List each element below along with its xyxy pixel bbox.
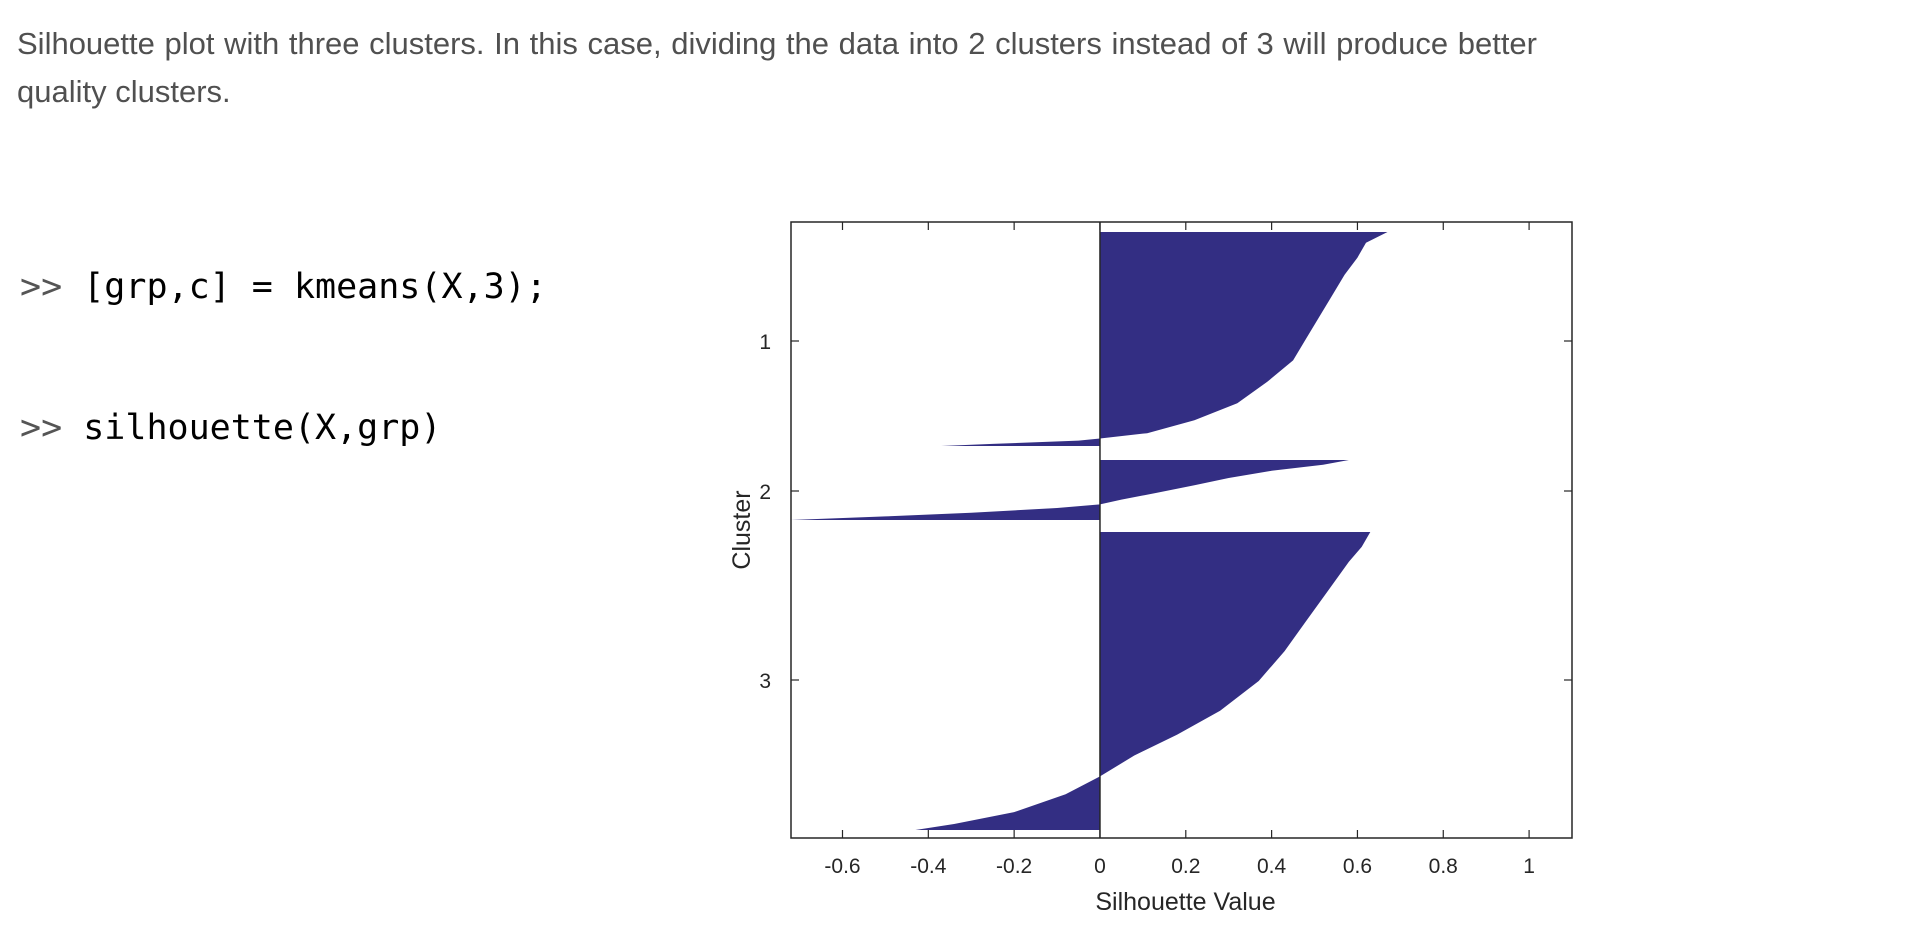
silhouette-cluster-2 — [791, 460, 1349, 520]
x-tick-label: 0.4 — [1257, 855, 1287, 878]
code-block: >> [grp,c] = kmeans(X,3); >> silhouette(… — [20, 170, 547, 499]
code-text: silhouette(X,grp) — [83, 408, 442, 448]
y-tick-label: 3 — [759, 670, 771, 693]
silhouette-cluster-1 — [941, 232, 1388, 446]
code-prompt: >> — [20, 408, 63, 448]
x-tick-label: 1 — [1523, 855, 1535, 878]
code-text: [grp,c] = kmeans(X,3); — [83, 267, 547, 307]
y-axis-label: Cluster — [728, 490, 756, 569]
figure-caption: Silhouette plot with three clusters. In … — [17, 26, 1537, 109]
x-tick-label: 0.6 — [1343, 855, 1372, 878]
silhouette-cluster-3 — [915, 532, 1371, 830]
x-axis-label: Silhouette Value — [1095, 888, 1275, 916]
code-line: >> silhouette(X,grp) — [20, 405, 547, 452]
code-prompt: >> — [20, 267, 63, 307]
x-tick-label: 0 — [1094, 855, 1106, 878]
x-tick-label: 0.2 — [1171, 855, 1200, 878]
y-tick-label: 1 — [759, 331, 771, 354]
x-tick-label: -0.6 — [824, 855, 860, 878]
plot-frame — [790, 221, 1573, 839]
code-line: >> [grp,c] = kmeans(X,3); — [20, 264, 547, 311]
x-tick-label: 0.8 — [1429, 855, 1458, 878]
y-tick-label: 2 — [759, 481, 771, 504]
x-tick-label: -0.2 — [996, 855, 1032, 878]
x-tick-label: -0.4 — [910, 855, 947, 878]
